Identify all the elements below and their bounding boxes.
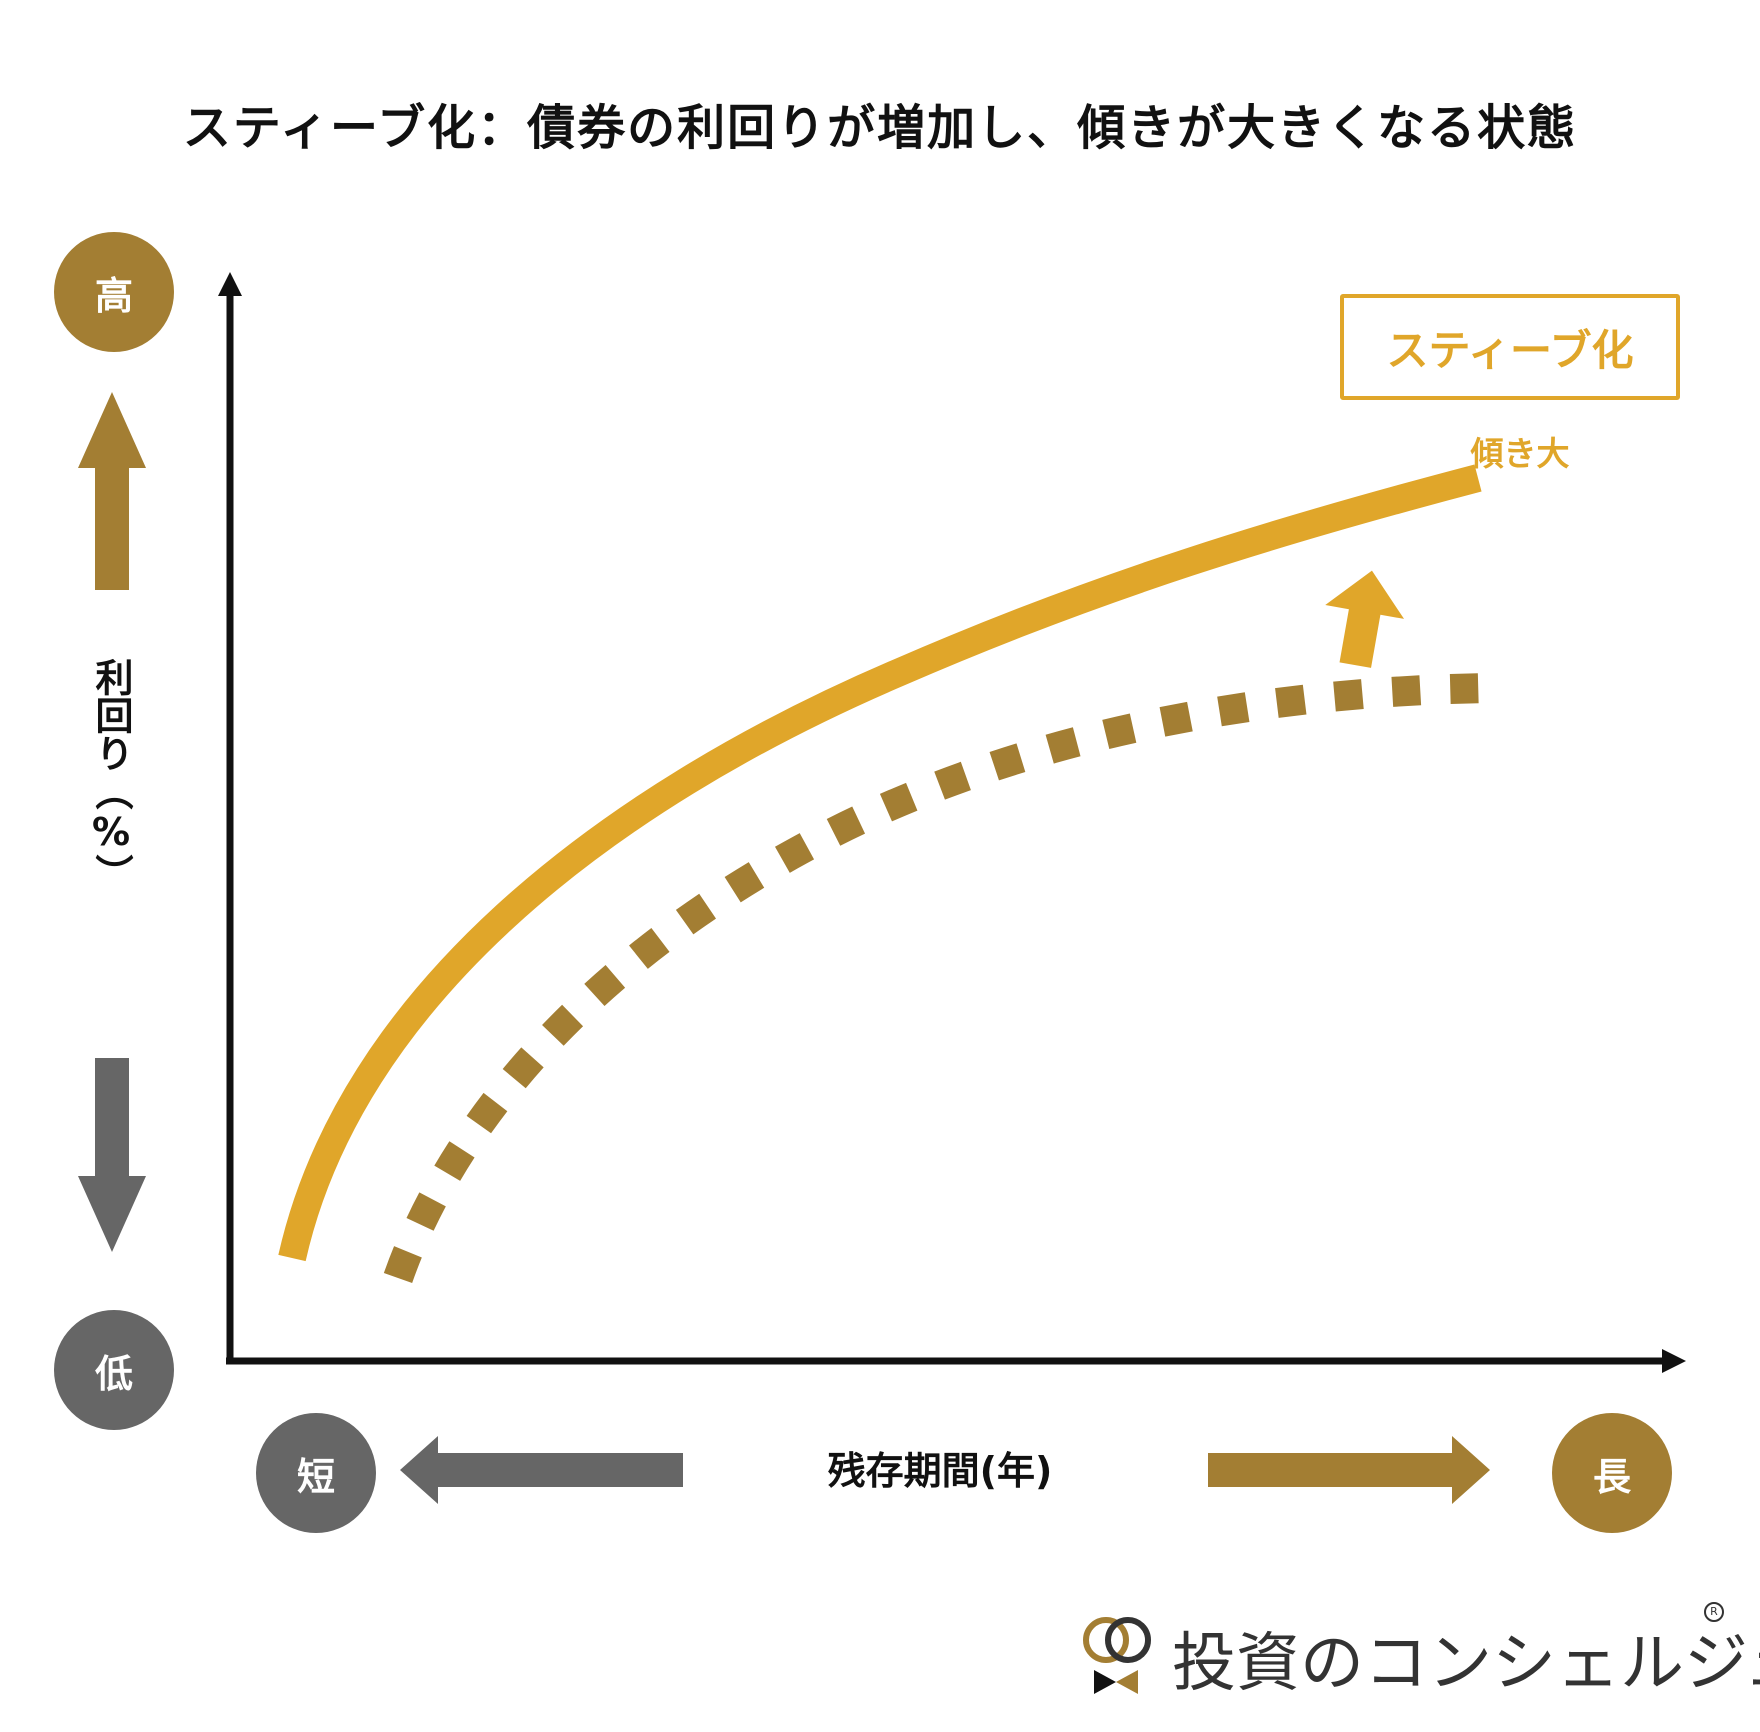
page-title: スティーブ化：債券の利回りが増加し、傾きが大きくなる状態: [182, 100, 1578, 156]
logo: 投資のコンシェルジュ R: [1080, 1600, 1760, 1710]
legend-label: スティーブ化: [1386, 325, 1634, 375]
logo-rings-icon: [1083, 1617, 1151, 1694]
arrow-left-icon: [400, 1436, 683, 1504]
steepened-yield-curve: [278, 464, 1482, 1262]
arrow-up-icon: [78, 392, 146, 590]
x-long-circle: 長: [1552, 1413, 1672, 1533]
legend-box: スティーブ化: [1340, 294, 1680, 400]
axes: [218, 272, 1686, 1373]
x-short-circle: 短: [256, 1413, 376, 1533]
original-yield-curve: [383, 673, 1501, 1283]
arrow-down-icon: [78, 1058, 146, 1252]
registered-mark-icon: R: [1704, 1602, 1724, 1622]
tilt-label: 傾き大: [1470, 434, 1570, 473]
logo-text: 投資のコンシェルジュ: [1172, 1627, 1760, 1701]
x-short-label: 短: [296, 1454, 335, 1499]
y-axis-label: 利回り（%）: [89, 658, 133, 892]
y-low-circle: 低: [54, 1310, 174, 1430]
y-axis-arrowhead-icon: [218, 272, 242, 296]
x-axis-arrowhead-icon: [1662, 1349, 1686, 1373]
y-low-label: 低: [94, 1351, 133, 1396]
shift-arrow-icon: [1325, 570, 1405, 668]
x-axis-label: 残存期間(年): [827, 1449, 1053, 1493]
x-long-label: 長: [1592, 1454, 1631, 1499]
arrow-right-icon: [1208, 1436, 1490, 1504]
y-high-label: 高: [94, 273, 133, 318]
y-high-circle: 高: [54, 232, 174, 352]
